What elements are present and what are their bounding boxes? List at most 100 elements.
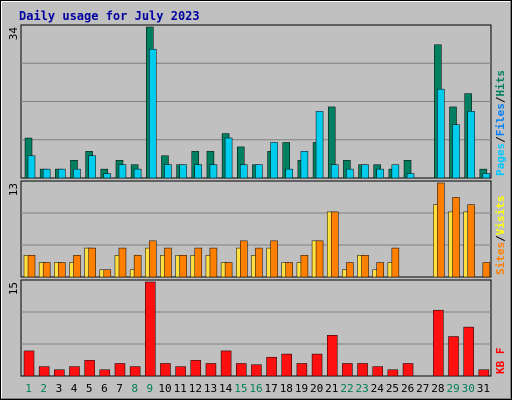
bar-sites: [315, 240, 324, 278]
x-tick-label: 28: [431, 382, 444, 395]
bar-files: [240, 164, 248, 179]
bar-sites: [467, 204, 475, 278]
x-tick-label: 31: [477, 382, 490, 395]
bar-files: [346, 168, 354, 179]
bar-files: [467, 111, 475, 179]
bar-files: [194, 164, 203, 179]
bar-sites: [73, 255, 81, 278]
bar-kbytes: [296, 363, 308, 377]
x-tick-label: 13: [204, 382, 217, 395]
bar-kbytes: [190, 360, 202, 377]
bar-kbytes: [311, 353, 323, 377]
bar-kbytes: [54, 369, 65, 377]
bar-files: [27, 155, 36, 179]
x-tick-label: 22: [340, 382, 353, 395]
bar-sites: [118, 247, 127, 278]
bar-kbytes: [372, 366, 383, 377]
x-tick-label: 16: [249, 382, 262, 395]
chart-title: Daily usage for July 2023: [19, 9, 200, 23]
bar-files: [285, 168, 293, 179]
x-tick-label: 4: [71, 382, 78, 395]
bar-kbytes: [160, 363, 171, 377]
bar-kbytes: [281, 353, 292, 377]
x-tick-label: 8: [131, 382, 138, 395]
panel-plot-area: [20, 279, 492, 377]
bar-kbytes: [402, 363, 414, 377]
bar-sites: [437, 182, 445, 278]
x-tick-label: 30: [462, 382, 475, 395]
bar-sites: [376, 262, 384, 278]
x-tick-label: 7: [116, 382, 123, 395]
bar-files: [376, 168, 384, 179]
bar-files: [58, 168, 66, 179]
bar-files: [391, 164, 400, 179]
bar-files: [406, 173, 415, 179]
bar-files: [88, 155, 96, 179]
legend-item: /: [494, 235, 507, 242]
bar-sites: [255, 247, 263, 278]
bar-sites: [179, 255, 187, 278]
bar-files: [149, 48, 157, 179]
bar-sites: [194, 247, 203, 278]
bar-kbytes: [266, 356, 277, 377]
axis-legend: Sites/Visits: [494, 196, 507, 276]
y-max-label: 13: [7, 183, 20, 196]
bar-kbytes: [251, 364, 262, 377]
legend-item: /: [494, 96, 507, 103]
x-tick-label: 5: [86, 382, 93, 395]
bar-files: [73, 168, 81, 179]
bar-sites: [452, 197, 460, 278]
x-tick-label: 29: [446, 382, 459, 395]
x-tick-label: 12: [189, 382, 202, 395]
bar-files: [179, 164, 187, 179]
bar-files: [118, 164, 127, 179]
x-tick-label: 20: [310, 382, 323, 395]
bar-kbytes: [357, 363, 368, 377]
x-tick-label: 14: [219, 382, 233, 395]
x-tick-label: 15: [234, 382, 247, 395]
legend-item: Visits: [494, 196, 507, 236]
legend-item: Files: [494, 103, 507, 136]
bar-kbytes: [326, 335, 338, 377]
bar-sites: [88, 247, 96, 278]
bar-kbytes: [463, 326, 474, 377]
bar-sites: [346, 262, 354, 278]
x-tick-label: 21: [325, 382, 338, 395]
bar-kbytes: [145, 281, 156, 377]
bar-sites: [285, 262, 293, 278]
bar-kbytes: [236, 363, 247, 377]
bar-sites: [103, 269, 112, 278]
legend-item: /: [494, 136, 507, 143]
bar-sites: [270, 240, 278, 278]
x-tick-label: 18: [280, 382, 293, 395]
bar-kbytes: [220, 350, 232, 377]
bar-sites: [391, 247, 400, 278]
bar-kbytes: [69, 366, 80, 377]
bar-sites: [149, 240, 157, 278]
bar-sites: [361, 255, 369, 278]
bar-files: [209, 164, 218, 179]
y-max-label: 34: [7, 27, 20, 41]
x-tick-label: 6: [101, 382, 108, 395]
bar-files: [133, 168, 142, 179]
bar-kbytes: [38, 366, 50, 377]
bar-kbytes: [205, 363, 217, 377]
bar-files: [255, 164, 263, 179]
x-tick-label: 27: [416, 382, 429, 395]
legend-item: KB F: [494, 348, 507, 375]
legend-item: Sites: [494, 242, 507, 275]
bar-sites: [164, 247, 172, 278]
bar-sites: [224, 262, 233, 278]
bar-sites: [482, 262, 491, 278]
bar-sites: [330, 211, 339, 278]
x-tick-label: 19: [295, 382, 308, 395]
bar-files: [452, 124, 460, 179]
x-tick-label: 3: [56, 382, 63, 395]
bar-files: [103, 173, 112, 179]
x-tick-label: 1: [25, 382, 32, 395]
legend-item: Pages: [494, 143, 507, 176]
bar-files: [300, 151, 309, 179]
